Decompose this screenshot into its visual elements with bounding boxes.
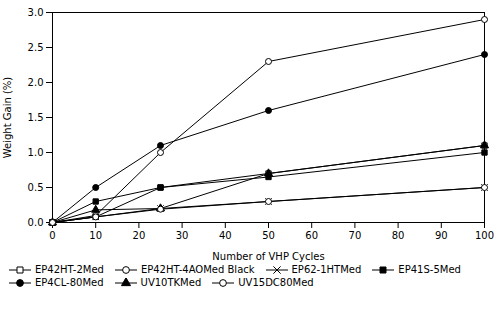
svg-text:90: 90 xyxy=(435,230,448,241)
html-text:UV10TKMed: UV10TKMed xyxy=(140,277,202,288)
svg-text:Number of VHP Cycles: Number of VHP Cycles xyxy=(212,251,324,262)
html-text:EP42HT-2Med: EP42HT-2Med xyxy=(35,264,104,275)
html-text:EP41S-5Med: EP41S-5Med xyxy=(398,264,461,275)
html-text:UV15DC80Med: UV15DC80Med xyxy=(238,277,314,288)
svg-text:3.0: 3.0 xyxy=(28,7,44,18)
svg-text:0: 0 xyxy=(49,230,55,241)
svg-text:100: 100 xyxy=(475,230,494,241)
svg-text:Weight Gain (%): Weight Gain (%) xyxy=(2,77,13,159)
svg-text:80: 80 xyxy=(392,230,405,241)
svg-text:20: 20 xyxy=(133,230,146,241)
svg-text:0.5: 0.5 xyxy=(28,182,44,193)
svg-text:10: 10 xyxy=(89,230,102,241)
svg-text:40: 40 xyxy=(219,230,232,241)
svg-text:60: 60 xyxy=(305,230,318,241)
html-text:EP4CL-80Med: EP4CL-80Med xyxy=(35,277,104,288)
svg-text:2.0: 2.0 xyxy=(28,77,44,88)
html-text:EP42HT-4AOMed Black: EP42HT-4AOMed Black xyxy=(140,264,255,275)
svg-text:0.0: 0.0 xyxy=(28,217,44,228)
svg-text:2.5: 2.5 xyxy=(28,42,44,53)
html-text:EP62-1HTMed: EP62-1HTMed xyxy=(291,264,362,275)
svg-text:50: 50 xyxy=(262,230,275,241)
svg-text:1.0: 1.0 xyxy=(28,147,44,158)
svg-text:70: 70 xyxy=(349,230,362,241)
svg-text:1.5: 1.5 xyxy=(28,112,44,123)
svg-text:30: 30 xyxy=(176,230,189,241)
